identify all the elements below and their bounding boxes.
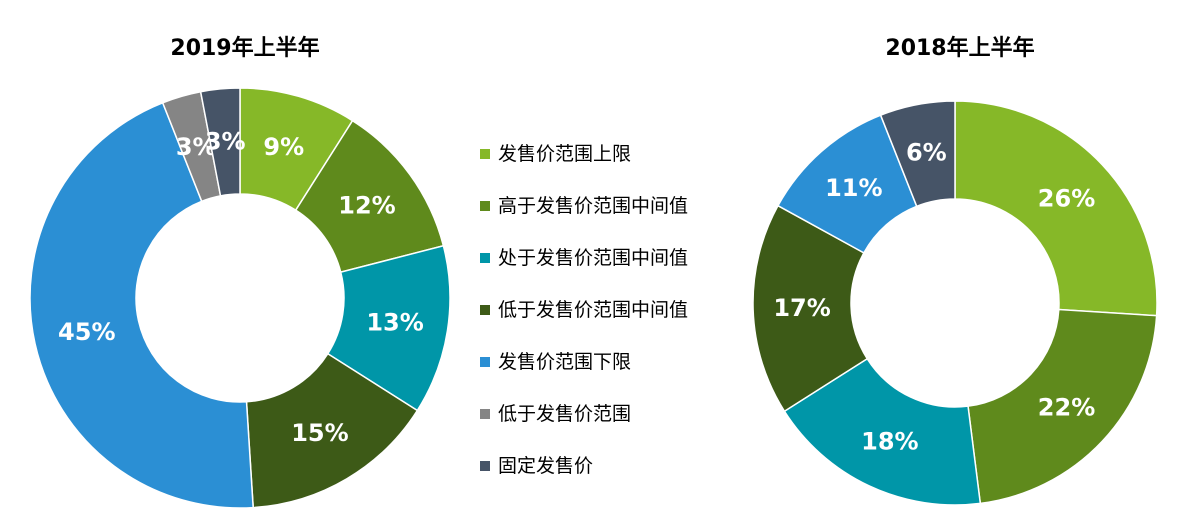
- data-label: 11%: [825, 174, 882, 202]
- legend-label: 低于发售价范围中间值: [498, 298, 689, 321]
- data-label: 6%: [906, 139, 947, 167]
- data-label: 15%: [291, 419, 348, 447]
- data-label: 9%: [263, 133, 304, 161]
- legend-item: 低于发售价范围中间值: [480, 284, 688, 336]
- legend-item: 处于发售价范围中间值: [480, 232, 688, 284]
- data-label: 12%: [338, 192, 395, 220]
- legend-item: 固定发售价: [480, 440, 688, 492]
- data-label: 13%: [366, 309, 423, 337]
- data-label: 45%: [58, 318, 115, 346]
- legend-label: 低于发售价范围: [498, 402, 632, 425]
- legend-label: 发售价范围上限: [498, 142, 632, 165]
- legend-swatch: [480, 201, 490, 211]
- legend: 发售价范围上限高于发售价范围中间值 处于发售价范围中间值 低于发售价范围中间值 发售价…: [480, 128, 688, 492]
- chart-title-2018: 2018年上半年: [885, 36, 1035, 61]
- data-label: 18%: [861, 427, 918, 455]
- legend-item: 发售价范围上限: [480, 128, 688, 180]
- legend-label: 高于发售价范围中间值: [498, 194, 689, 217]
- legend-swatch: [480, 253, 490, 263]
- donut-segment: [752, 204, 869, 413]
- donut-segment: [967, 308, 1158, 505]
- legend-swatch: [480, 461, 490, 471]
- legend-label: 固定发售价: [498, 454, 594, 477]
- legend-item: 发售价范围下限: [480, 336, 688, 388]
- data-label: 26%: [1038, 184, 1095, 212]
- legend-label: 处于发售价范围中间值: [498, 246, 689, 269]
- legend-swatch: [480, 149, 490, 159]
- data-label: 22%: [1038, 394, 1095, 422]
- donut-segment: [954, 100, 1158, 317]
- donut-segment: [199, 87, 241, 197]
- legend-item: 低于发售价范围: [480, 388, 688, 440]
- legend-swatch: [480, 305, 490, 315]
- legend-item: 高于发售价范围中间值: [480, 180, 688, 232]
- legend-swatch: [480, 357, 490, 367]
- donut-segment: [879, 100, 956, 208]
- legend-swatch: [480, 409, 490, 419]
- data-label: 17%: [773, 294, 830, 322]
- donut-segment: [29, 101, 254, 509]
- data-label: 3%: [205, 128, 246, 156]
- donut-segment: [245, 352, 419, 509]
- donut-segment: [783, 357, 982, 506]
- donut-segment: [326, 244, 451, 412]
- chart-title-2019: 2019年上半年: [170, 36, 320, 61]
- legend-label: 发售价范围下限: [498, 350, 632, 373]
